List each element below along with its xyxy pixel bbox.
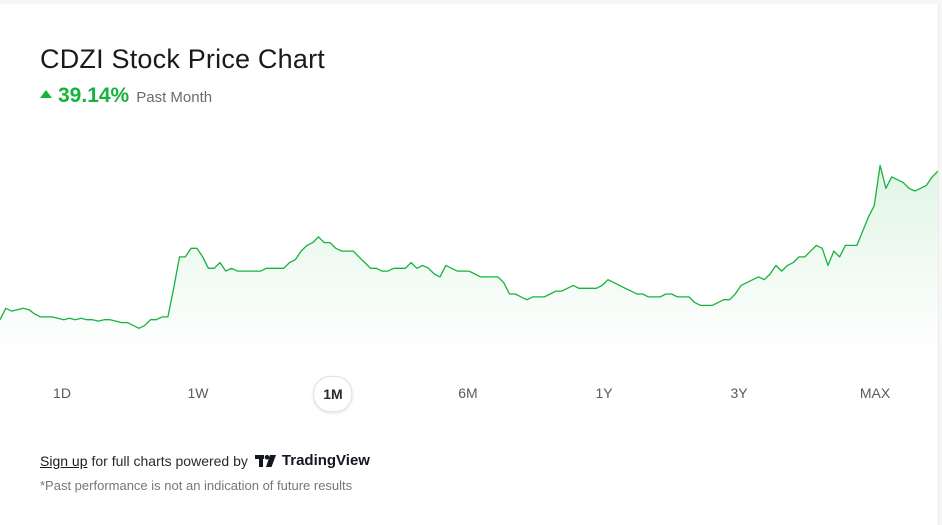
disclaimer-text: *Past performance is not an indication o… — [40, 478, 353, 493]
price-change-period: Past Month — [136, 89, 213, 106]
chart-price-line — [0, 164, 938, 329]
range-button-6m[interactable]: 6M — [458, 385, 478, 401]
range-button-1y[interactable]: 1Y — [595, 385, 613, 401]
range-button-1d[interactable]: 1D — [53, 385, 71, 401]
caret-up-icon — [40, 90, 52, 98]
time-range-selector: 1D 1W 1M 6M 1Y 3Y MAX — [0, 376, 938, 412]
page-title: CDZI Stock Price Chart — [40, 44, 325, 74]
chart-area-fill — [0, 165, 938, 354]
price-change: 39.14% Past Month — [40, 84, 212, 108]
range-button-1m[interactable]: 1M — [313, 376, 353, 412]
powered-by-row: Sign up for full charts powered by Tradi… — [40, 452, 370, 469]
price-area-chart — [0, 164, 938, 354]
tradingview-icon — [254, 454, 276, 467]
powered-by-text: for full charts powered by — [91, 452, 248, 469]
stock-chart-card: CDZI Stock Price Chart 39.14% Past Month… — [0, 4, 939, 525]
range-button-3y[interactable]: 3Y — [730, 385, 748, 401]
tradingview-logo[interactable]: TradingView — [254, 452, 370, 469]
price-change-percent: 39.14% — [58, 84, 130, 107]
tradingview-brand: TradingView — [281, 452, 370, 469]
range-button-1w[interactable]: 1W — [187, 385, 209, 401]
range-button-max[interactable]: MAX — [859, 385, 891, 401]
sign-up-link[interactable]: Sign up — [40, 452, 88, 469]
